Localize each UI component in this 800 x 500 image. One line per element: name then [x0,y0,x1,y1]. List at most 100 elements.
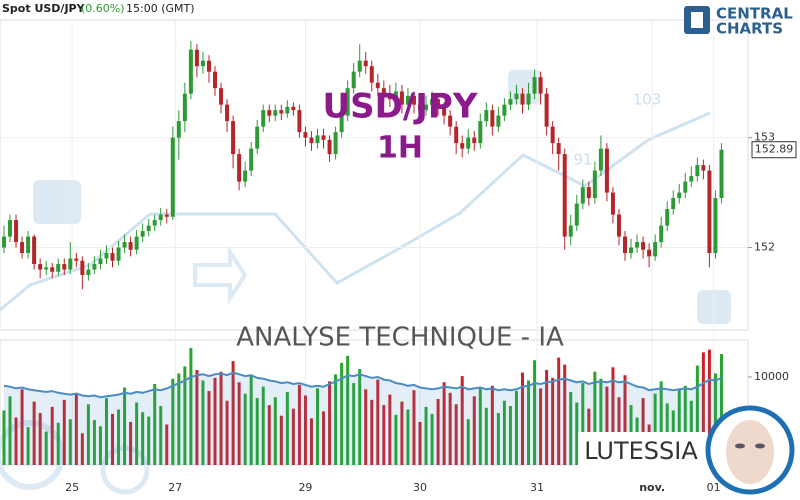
candle-body [14,220,19,243]
last-price-label: 152.89 [755,143,794,156]
last-price-box [751,141,797,159]
candle-body [496,115,501,127]
candle-body [659,225,664,243]
brand: LUTESSIA [584,437,698,465]
volume-bar [557,357,561,465]
volume-bar [430,413,434,465]
candle-body [665,209,670,226]
candle-body [484,110,489,122]
volume-bar [533,360,537,465]
logo: CENTRAL CHARTS [684,5,793,38]
volume-bar [2,410,6,465]
candle-body [713,198,718,254]
candle-body [152,220,157,226]
candle-body [405,95,410,105]
candle-body [411,95,416,105]
candle-body [562,154,567,237]
volume-bar [261,386,265,465]
candle-body [629,247,634,254]
candle-body [327,139,332,155]
volume-bar [123,387,127,465]
volume-bar [352,383,356,465]
volume-bar [189,347,193,465]
volume-bar [581,383,585,465]
candle-body [219,88,224,105]
volume-bar [80,433,84,465]
candle-body [532,77,537,94]
volume-bar [527,380,531,465]
volume-bar [653,393,657,465]
volume-bar [177,373,181,465]
volume-panel [0,339,749,466]
volume-bar [569,391,573,465]
volume-bar [26,427,30,465]
x-tick-label: 01 [707,481,721,494]
candle-body [339,115,344,133]
volume-bar [701,352,705,465]
volume-bar [267,405,271,465]
volume-bar [86,404,90,465]
volume-bar [521,372,525,465]
candle-body [556,143,561,155]
x-tick-label: 27 [168,481,182,494]
volume-bar [147,416,151,465]
candle-body [237,154,242,182]
volume-bar [255,398,259,465]
volume-bar [484,407,488,465]
candle-body [424,104,429,111]
candle-body [610,192,615,215]
volume-bar [44,431,48,465]
candle-body [719,149,724,199]
volume-bar [400,401,404,465]
volume-bar [285,391,289,465]
candle-body [1,236,6,248]
candle-body [550,126,555,144]
y-tick-label: 152 [754,241,775,254]
candle-body [369,66,374,83]
volume-bar [617,397,621,465]
price-panel [0,19,749,331]
volume-bar [346,355,350,465]
volume-bar [641,398,645,465]
candle-body [514,93,519,100]
volume-average [3,371,722,399]
candle-body [448,115,453,127]
volume-bar [707,349,711,465]
volume-bar [382,405,386,465]
candle-body [598,148,603,171]
candle-body [683,181,688,193]
candle-body [182,93,187,122]
volume-bar [135,402,139,465]
volume-bar [502,400,506,465]
candle-body [351,71,356,89]
volume-bar [111,413,115,465]
candle-body [381,88,386,94]
volume-bar [213,377,217,465]
candle-body [701,165,706,171]
candle-body [86,269,91,276]
volume-bar [508,406,512,465]
candle-body [695,165,700,177]
candle-body [122,242,127,248]
candle-body [568,225,573,237]
change: (0.60%) [81,2,125,15]
brand-box [578,432,708,468]
volume-bar [394,414,398,465]
volume-bar [68,419,72,465]
candle-body [502,104,507,116]
volume-bar [683,385,687,465]
volume-area [3,372,722,465]
candle-body [231,121,236,155]
volume-bar [334,374,338,465]
volume-bar [141,412,145,465]
volume-bar [243,393,247,465]
volume-bar [695,365,699,465]
volume-bar [201,380,205,465]
candle-body [140,231,145,237]
time: 15:00 (GMT) [126,2,195,15]
volume-bar [50,406,54,465]
volume-bar [364,389,368,465]
volume-bar [98,426,102,465]
candle-body [110,253,115,261]
